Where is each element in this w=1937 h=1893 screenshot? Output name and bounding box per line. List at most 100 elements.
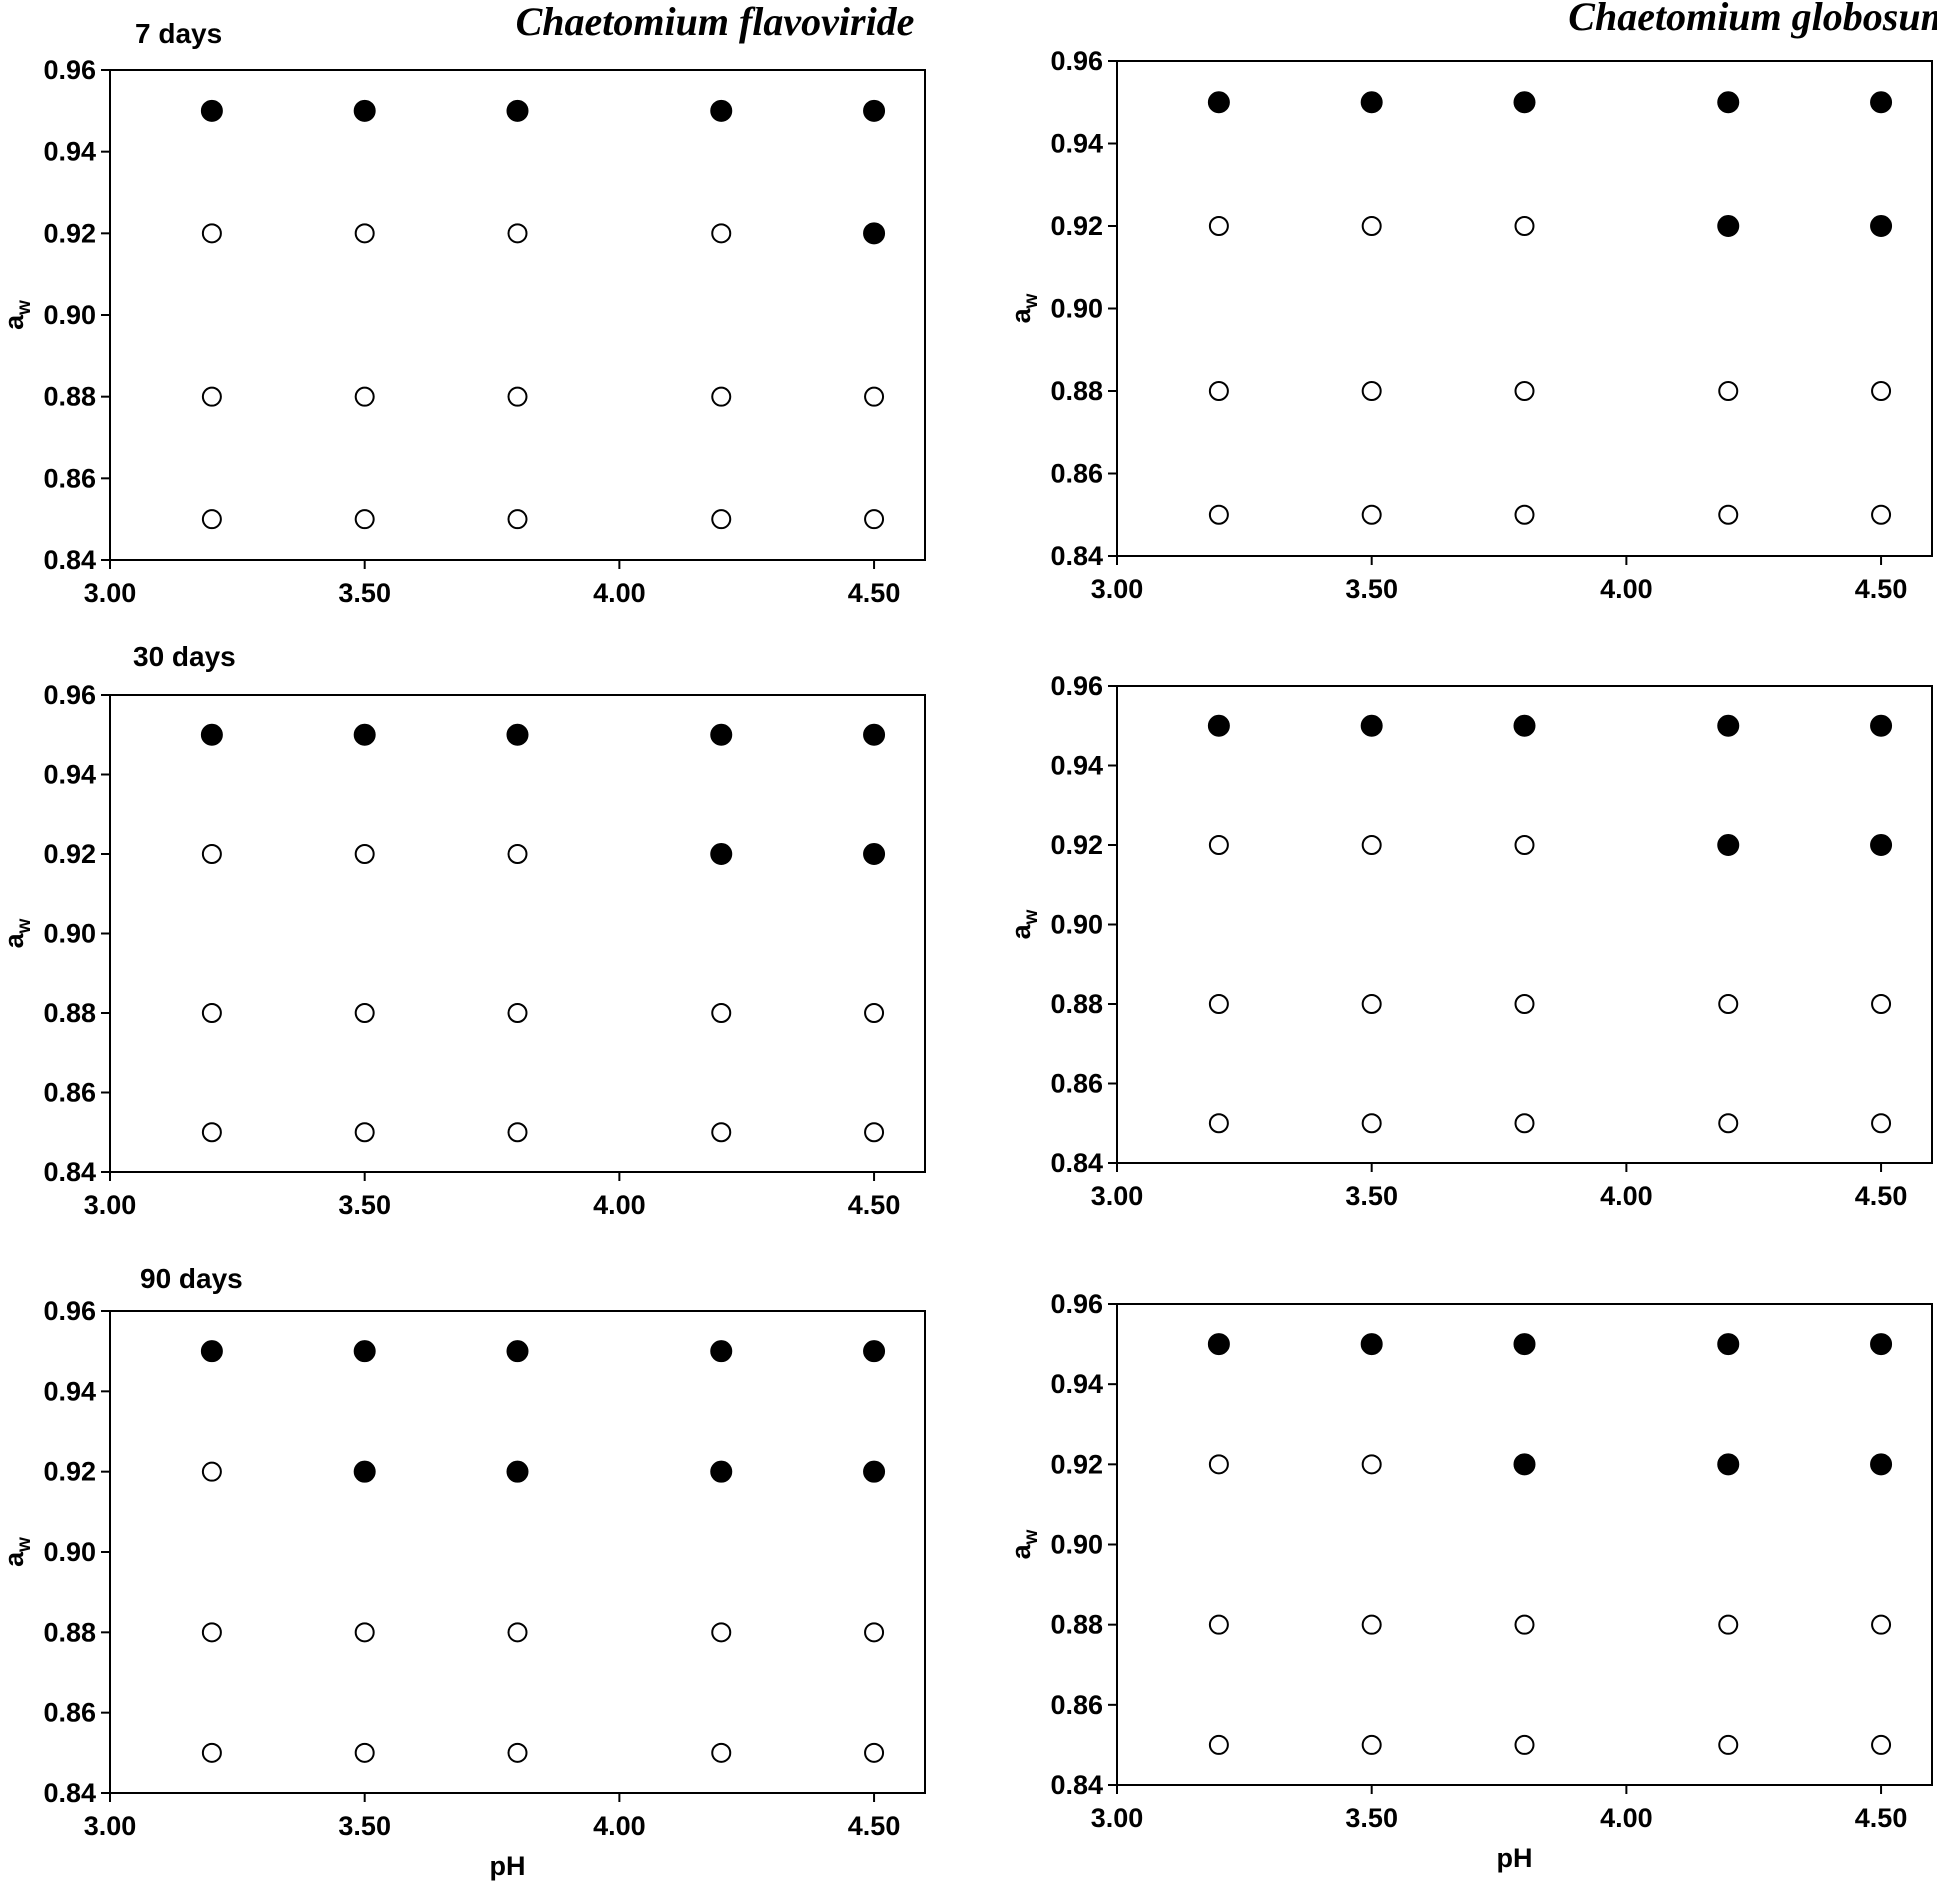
y-tick-label: 0.94 (1050, 1369, 1103, 1399)
data-point-open (1871, 994, 1892, 1014)
y-tick-label: 0.96 (43, 1296, 96, 1326)
data-point-open (1871, 381, 1892, 401)
x-tick-label: 3.50 (1345, 1803, 1398, 1833)
data-point-open (201, 1003, 222, 1023)
data-point-open (864, 386, 885, 407)
data-point-filled (863, 99, 886, 122)
x-tick-label: 3.50 (1345, 574, 1398, 604)
data-point-filled (1513, 1333, 1536, 1356)
y-tick-label: 0.86 (1050, 1690, 1103, 1720)
data-point-open (507, 223, 528, 244)
data-point-filled (200, 723, 223, 746)
data-point-filled (863, 723, 886, 746)
data-point-open (1361, 1734, 1382, 1755)
data-point-filled (506, 99, 529, 122)
data-point-open (711, 1122, 732, 1143)
data-point-filled (1870, 1333, 1893, 1356)
data-point-open (1361, 504, 1382, 525)
y-tick-label: 0.96 (1050, 46, 1103, 76)
y-tick-label: 0.90 (43, 919, 96, 949)
y-axis-label: aw (0, 1537, 35, 1567)
data-point-open (1514, 381, 1535, 401)
data-point-open (1514, 1614, 1535, 1635)
data-point-filled (710, 843, 733, 865)
data-point-open (507, 1622, 528, 1643)
panel-grid: 0.84 0.86 0.88 0.90 0.92 0.94 0.96 3.00 3.50 4.00… (0, 18, 1933, 1881)
data-point-open (1208, 1614, 1229, 1635)
data-point-open (1718, 1614, 1739, 1635)
data-point-filled (863, 1340, 886, 1363)
data-point-filled (1513, 91, 1536, 114)
x-tick-label: 3.00 (1091, 574, 1144, 604)
data-point-open (711, 1003, 732, 1023)
x-tick-label: 3.50 (338, 1190, 391, 1220)
y-axis-label: aw (1006, 1529, 1042, 1559)
data-point-open (864, 1122, 885, 1143)
y-tick-label: 0.90 (1050, 294, 1103, 324)
data-point-open (864, 1742, 885, 1763)
data-point-open (201, 1622, 222, 1643)
y-tick-label: 0.96 (1050, 671, 1103, 701)
x-tick-label: 4.00 (593, 1811, 646, 1841)
x-tick-label: 4.50 (1855, 574, 1908, 604)
data-point-open (201, 1742, 222, 1763)
data-point-filled (1717, 1333, 1740, 1356)
data-point-filled (1870, 834, 1893, 856)
data-point-filled (353, 1460, 376, 1483)
data-point-open (1361, 1614, 1382, 1635)
data-point-filled (200, 99, 223, 122)
data-point-open (1871, 1734, 1892, 1755)
data-point-filled (1717, 215, 1740, 237)
data-point-open (1718, 994, 1739, 1014)
x-tick-label: 3.00 (84, 1190, 137, 1220)
plot-frame (1116, 685, 1933, 1164)
data-point-filled (353, 1340, 376, 1363)
y-tick-label: 0.92 (1050, 211, 1103, 241)
data-point-open (507, 1003, 528, 1023)
data-point-filled (710, 1460, 733, 1483)
data-point-filled (1870, 714, 1893, 737)
data-point-open (1361, 994, 1382, 1014)
panel-flavoviride-90-days: 0.84 0.86 0.88 0.90 0.92 0.94 0.96 3.00 3.50 4.00… (0, 1263, 926, 1881)
data-point-open (711, 223, 732, 244)
data-point-open (507, 386, 528, 407)
data-point-open (1718, 1734, 1739, 1755)
y-tick-label: 0.88 (43, 998, 96, 1028)
y-tick-label: 0.88 (43, 1617, 96, 1647)
data-point-filled (1513, 1453, 1536, 1476)
x-tick-label: 4.00 (1600, 1803, 1653, 1833)
y-axis-label: aw (0, 918, 35, 948)
data-point-open (354, 1742, 375, 1763)
x-tick-label: 4.50 (848, 1811, 901, 1841)
y-tick-label: 0.90 (1050, 910, 1103, 940)
y-tick-label: 0.90 (43, 300, 96, 330)
x-axis-label: pH (1497, 1843, 1533, 1873)
data-point-open (1871, 1614, 1892, 1635)
y-tick-label: 0.84 (1050, 1148, 1103, 1178)
species-title-flavoviride: Chaetomium flavoviride (516, 0, 915, 44)
data-point-filled (506, 1460, 529, 1483)
data-point-open (1514, 1734, 1535, 1755)
y-tick-label: 0.94 (1050, 129, 1103, 159)
data-point-open (354, 386, 375, 407)
data-point-open (354, 509, 375, 530)
y-tick-label: 0.92 (1050, 830, 1103, 860)
y-tick-label: 0.94 (1050, 751, 1103, 781)
data-point-open (1361, 1454, 1382, 1475)
y-tick-label: 0.96 (1050, 1289, 1103, 1319)
data-point-filled (1717, 714, 1740, 737)
data-point-filled (1207, 1333, 1230, 1356)
data-point-open (354, 1622, 375, 1643)
y-tick-label: 0.86 (43, 463, 96, 493)
data-point-filled (710, 1340, 733, 1363)
data-point-open (1718, 504, 1739, 525)
y-tick-label: 0.84 (43, 1157, 96, 1187)
data-point-filled (353, 99, 376, 122)
data-point-filled (506, 723, 529, 746)
x-tick-label: 3.00 (84, 1811, 137, 1841)
data-point-open (711, 1742, 732, 1763)
y-axis-label: aw (0, 300, 35, 330)
panel-globosum-7-days: 0.84 0.86 0.88 0.90 0.92 0.94 0.96 3.00 3.50 4.00… (1006, 46, 1933, 604)
x-tick-label: 3.50 (1345, 1181, 1398, 1211)
y-tick-label: 0.84 (43, 545, 96, 575)
